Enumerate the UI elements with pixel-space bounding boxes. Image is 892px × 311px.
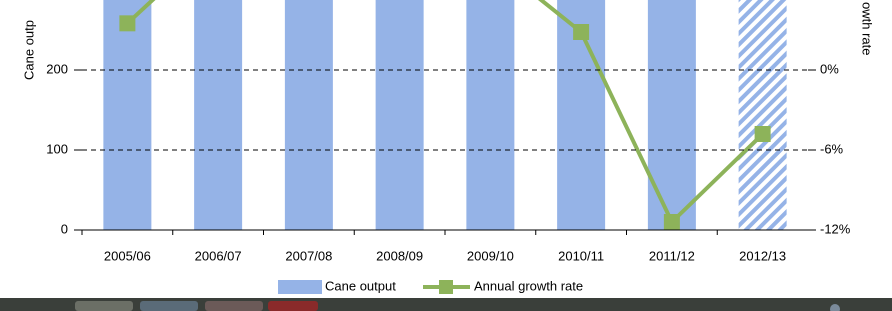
bar (738, 0, 787, 230)
legend-label: Annual growth rate (474, 278, 583, 293)
bar (647, 0, 696, 230)
x-tick-label: 2008/09 (376, 248, 423, 263)
bar (284, 0, 333, 230)
line-marker (119, 15, 136, 32)
growth-line (126, 0, 765, 226)
line-marker (573, 24, 590, 40)
y-tick-label: 200 (46, 61, 68, 76)
bar (194, 0, 243, 230)
y-tick-label: 0 (61, 221, 68, 236)
x-tick-label: 2009/10 (467, 248, 514, 263)
y2-tick-label: 0% (820, 61, 839, 76)
legend-label: Cane output (325, 278, 396, 293)
y2-axis-label: owth rate (860, 2, 875, 55)
x-tick-label: 2006/07 (195, 248, 242, 263)
x-tick-label: 2005/06 (104, 248, 151, 263)
y2-tick-label: -6% (820, 141, 844, 156)
x-tick-label: 2010/11 (558, 248, 604, 263)
y-axis-label: Cane outp (21, 20, 36, 80)
x-tick-label: 2007/08 (285, 248, 332, 263)
line-marker (754, 126, 771, 142)
x-tick-label: 2011/12 (649, 248, 695, 263)
y2-tick-label: -12% (820, 221, 851, 236)
taskbar (0, 298, 892, 311)
y-tick-label: 100 (46, 141, 68, 156)
legend-swatch (439, 280, 453, 294)
bar (466, 0, 515, 230)
legend-swatch (278, 280, 322, 294)
bar (375, 0, 424, 230)
bar (103, 0, 152, 230)
x-tick-label: 2012/13 (739, 248, 786, 263)
line-marker (663, 214, 680, 230)
